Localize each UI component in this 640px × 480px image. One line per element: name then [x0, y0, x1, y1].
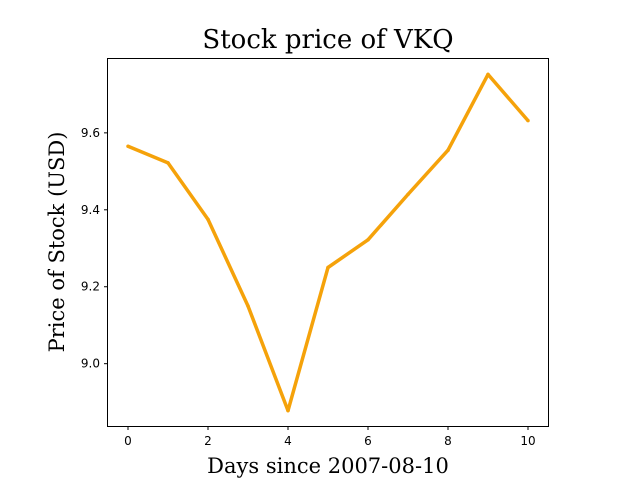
x-tick-label: 2 [204, 434, 212, 448]
y-tick-label: 9.0 [81, 357, 100, 371]
x-tick-label: 4 [284, 434, 292, 448]
data-point [446, 148, 450, 152]
chart-title: Stock price of VKQ [202, 25, 453, 55]
data-point [206, 217, 210, 222]
y-tick-label: 9.6 [81, 126, 100, 140]
data-point [526, 118, 530, 123]
x-tick-label: 0 [124, 434, 132, 448]
y-tick-label: 9.4 [81, 203, 100, 217]
y-tick-label: 9.2 [81, 280, 100, 294]
x-tick-label: 8 [444, 434, 452, 448]
x-tick-label: 6 [364, 434, 372, 448]
data-point [326, 265, 330, 270]
series-line [127, 72, 530, 413]
x-axis-label: Days since 2007-08-10 [207, 454, 449, 478]
y-axis: 9.0 9.2 9.4 9.6 [81, 126, 108, 371]
data-point [126, 144, 130, 149]
data-point [366, 238, 370, 242]
series-group [126, 72, 530, 413]
plot-area-frame [107, 58, 549, 427]
data-point [406, 192, 410, 197]
x-tick-label: 10 [520, 434, 535, 448]
data-point [166, 161, 170, 165]
y-axis-label: Price of Stock (USD) [45, 132, 69, 353]
data-point [286, 408, 290, 413]
x-axis: 0 2 4 6 8 10 [124, 426, 536, 448]
data-point [486, 72, 490, 77]
data-point [246, 304, 250, 308]
